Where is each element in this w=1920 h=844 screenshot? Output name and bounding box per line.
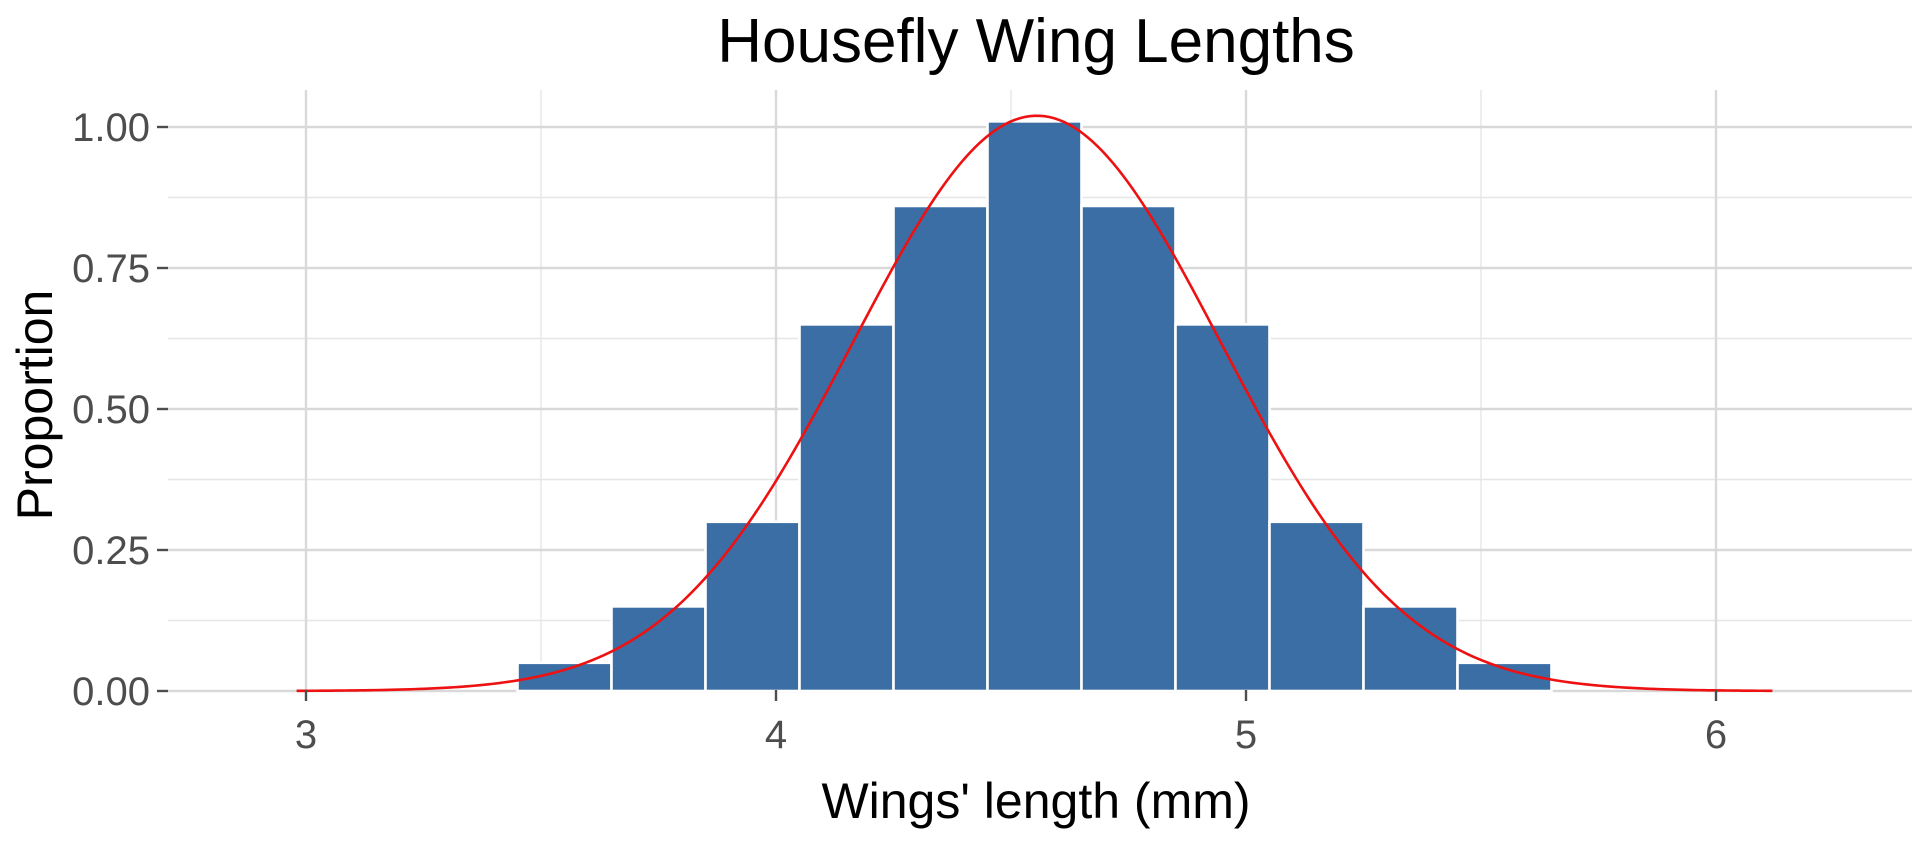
histogram-bar bbox=[610, 605, 707, 693]
histogram-bar bbox=[1268, 520, 1365, 693]
histogram-bar bbox=[1362, 605, 1459, 693]
x-tick-label: 4 bbox=[765, 713, 787, 757]
density-curve bbox=[296, 114, 1773, 693]
density-curve-layer bbox=[296, 114, 1773, 693]
bars-layer bbox=[516, 120, 1553, 693]
ticks-layer: 0.00 0.25 0.50 0.75 1.00 3 4 5 6 bbox=[72, 106, 1727, 757]
y-tick-label: 0.00 bbox=[72, 670, 150, 714]
histogram-bar bbox=[1174, 323, 1271, 693]
histogram-bar bbox=[1080, 204, 1177, 693]
histogram-bar bbox=[704, 520, 801, 693]
y-tick-label: 0.50 bbox=[72, 388, 150, 432]
y-tick-label: 1.00 bbox=[72, 106, 150, 150]
x-tick-label: 3 bbox=[295, 713, 317, 757]
y-tick-label: 0.25 bbox=[72, 529, 150, 573]
histogram-bar bbox=[798, 323, 895, 693]
x-axis-title: Wings' length (mm) bbox=[821, 773, 1250, 829]
x-tick-label: 6 bbox=[1705, 713, 1727, 757]
y-axis-title: Proportion bbox=[7, 290, 63, 521]
histogram-bar bbox=[892, 204, 989, 693]
y-tick-label: 0.75 bbox=[72, 247, 150, 291]
x-tick-label: 5 bbox=[1235, 713, 1257, 757]
chart-title: Housefly Wing Lengths bbox=[717, 7, 1355, 76]
histogram-bar bbox=[986, 120, 1083, 693]
